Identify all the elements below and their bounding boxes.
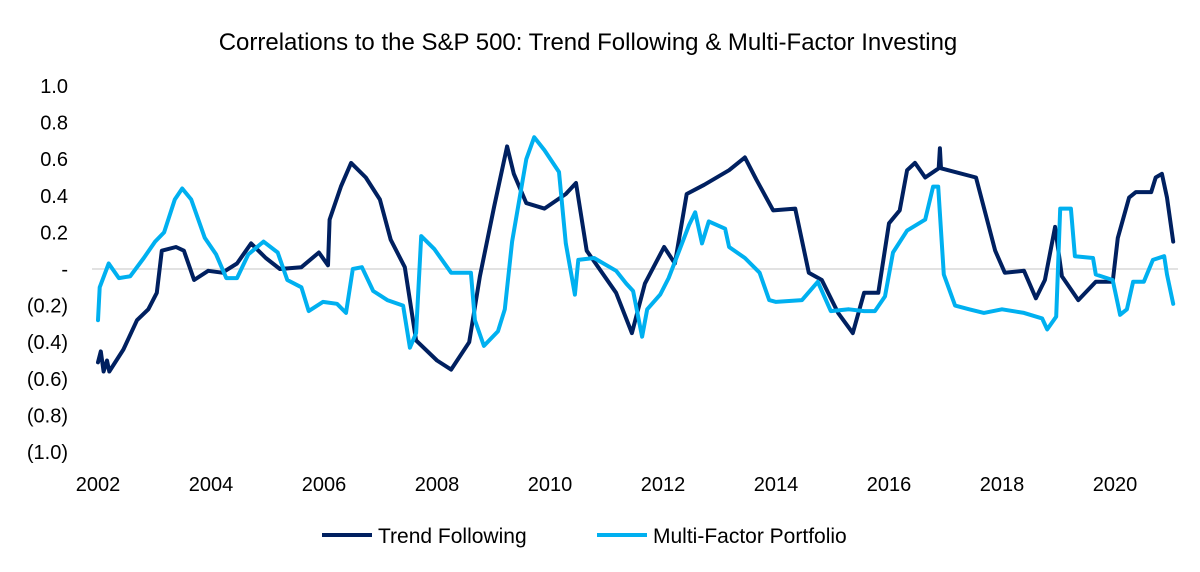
legend-label-multi-factor-portfolio: Multi-Factor Portfolio <box>653 525 847 548</box>
y-tick-label: (0.4) <box>27 332 68 354</box>
y-tick-label: - <box>61 259 68 281</box>
x-tick-label: 2010 <box>528 474 573 496</box>
x-tick-label: 2018 <box>980 474 1025 496</box>
y-tick-label: 0.6 <box>40 149 68 171</box>
y-tick-label: 0.8 <box>40 113 68 135</box>
x-tick-label: 2002 <box>76 474 121 496</box>
x-tick-label: 2012 <box>641 474 686 496</box>
series-line-trend-following <box>96 144 1176 374</box>
y-tick-label: (0.2) <box>27 296 68 318</box>
x-tick-label: 2004 <box>189 474 234 496</box>
legend-label-trend-following: Trend Following <box>378 525 527 548</box>
y-tick-label: 1.0 <box>40 76 68 98</box>
y-axis-tick-labels: 1.0 0.8 0.6 0.4 0.2 - (0.2) (0.4) (0.6) (0.8) (1.0… <box>27 76 68 464</box>
x-tick-label: 2008 <box>415 474 460 496</box>
y-tick-label: (0.6) <box>27 369 68 391</box>
x-tick-label: 2014 <box>754 474 799 496</box>
series-layer <box>96 135 1176 374</box>
y-tick-label: 0.2 <box>40 222 68 244</box>
x-tick-label: 2020 <box>1093 474 1138 496</box>
series-line-multi-factor-portfolio <box>96 135 1176 350</box>
chart-title: Correlations to the S&P 500: Trend Follo… <box>219 29 958 56</box>
y-tick-label: (0.8) <box>27 405 68 427</box>
x-tick-label: 2016 <box>867 474 912 496</box>
y-tick-label: 0.4 <box>40 186 68 208</box>
x-axis-tick-labels: 2002 2004 2006 2008 2010 2012 2014 2016 2018 2020 <box>76 474 1138 496</box>
legend: Trend Following Multi-Factor Portfolio <box>322 525 847 548</box>
x-tick-label: 2006 <box>302 474 347 496</box>
y-tick-label: (1.0) <box>27 442 68 464</box>
